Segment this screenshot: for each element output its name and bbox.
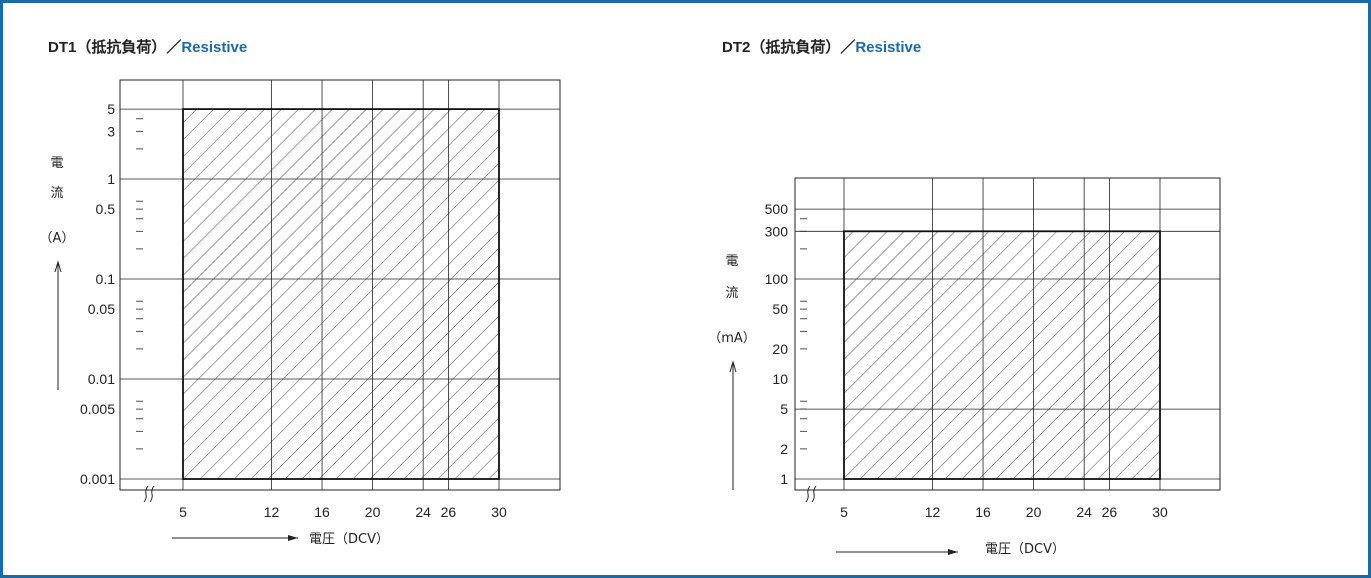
y-tick-label: 50 — [772, 301, 788, 317]
y-tick-label: 500 — [765, 201, 789, 217]
plot-border — [794, 177, 1221, 491]
y-tick-label: 1 — [107, 171, 115, 187]
chart-dt2: DT2（抵抗負荷）／Resistive 500 300 100 50 20 10 5 2 1 5 1… — [660, 0, 1371, 578]
x-tick-label: 12 — [925, 504, 941, 520]
region-outline — [182, 108, 500, 480]
y-axis-label-char: 流 — [50, 186, 63, 201]
axis-break-mark — [811, 485, 817, 503]
x-axis-arrowhead — [288, 535, 298, 541]
title-en: Resistive — [855, 39, 922, 56]
y-tick-label: 20 — [772, 341, 788, 357]
x-axis-label: 電圧（DCV） — [985, 542, 1065, 557]
x-tick-label: 20 — [365, 504, 381, 520]
y-axis-arrowhead — [54, 260, 62, 273]
axis-break-mark — [143, 485, 149, 503]
y-axis-label-char: 流 — [725, 286, 738, 301]
y-tick-label: 0.01 — [88, 371, 115, 387]
y-axis-unit: （mA） — [708, 331, 756, 346]
chart-dt1: DT1（抵抗負荷）／Resistive 5 3 1 0.5 0.1 0.05 0.01 0.0… — [0, 0, 660, 578]
y-tick-label: 3 — [107, 123, 115, 139]
x-tick-label: 24 — [415, 504, 431, 520]
y-tick-label: 0.005 — [80, 401, 115, 417]
x-tick-label: 12 — [264, 504, 280, 520]
x-tick-label: 20 — [1026, 504, 1042, 520]
x-axis-arrowhead — [948, 549, 958, 555]
y-tick-label: 300 — [765, 223, 789, 239]
region-outline — [843, 230, 1161, 480]
axis-break-mark — [805, 485, 811, 503]
x-tick-label: 26 — [1102, 504, 1118, 520]
chart-title: DT1（抵抗負荷）／Resistive — [48, 36, 247, 57]
y-tick-label: 10 — [772, 371, 788, 387]
title-prefix: DT2（抵抗負荷）／ — [722, 39, 856, 56]
x-tick-label: 5 — [179, 504, 187, 520]
x-tick-label: 16 — [975, 504, 991, 520]
y-axis-arrowhead — [729, 360, 737, 373]
y-axis-unit: （A） — [40, 231, 75, 246]
y-tick-label: 0.05 — [88, 301, 115, 317]
y-tick-label: 100 — [765, 271, 789, 287]
plot-border — [119, 79, 561, 491]
axis-break-mark — [149, 485, 155, 503]
x-tick-label: 16 — [314, 504, 330, 520]
chart-title: DT2（抵抗負荷）／Resistive — [722, 36, 921, 57]
chart-plot: 5 3 1 0.5 0.1 0.05 0.01 0.005 0.001 5 12 16 20 24 26 30… — [40, 79, 561, 547]
x-axis-label: 電圧（DCV） — [309, 532, 389, 547]
x-tick-label: 5 — [840, 504, 848, 520]
operating-region — [183, 109, 499, 479]
x-tick-label: 30 — [1152, 504, 1168, 520]
operating-region — [844, 231, 1160, 479]
y-tick-label: 0.001 — [80, 471, 115, 487]
y-tick-label: 5 — [780, 401, 788, 417]
y-tick-label: 5 — [107, 101, 115, 117]
x-tick-label: 30 — [491, 504, 507, 520]
x-tick-label: 24 — [1076, 504, 1092, 520]
y-tick-label: 1 — [780, 471, 788, 487]
chart-plot: 500 300 100 50 20 10 5 2 1 5 12 16 20 24 26 30 電流 （mA） 電圧（… — [708, 177, 1221, 557]
title-en: Resistive — [181, 39, 248, 56]
y-axis-label-char: 電 — [725, 254, 738, 269]
y-axis-label-char: 電 — [50, 156, 63, 171]
title-prefix: DT1（抵抗負荷）／ — [48, 39, 182, 56]
y-tick-label: 0.5 — [96, 201, 116, 217]
y-tick-label: 0.1 — [96, 271, 116, 287]
x-tick-label: 26 — [441, 504, 457, 520]
y-tick-label: 2 — [780, 441, 788, 457]
